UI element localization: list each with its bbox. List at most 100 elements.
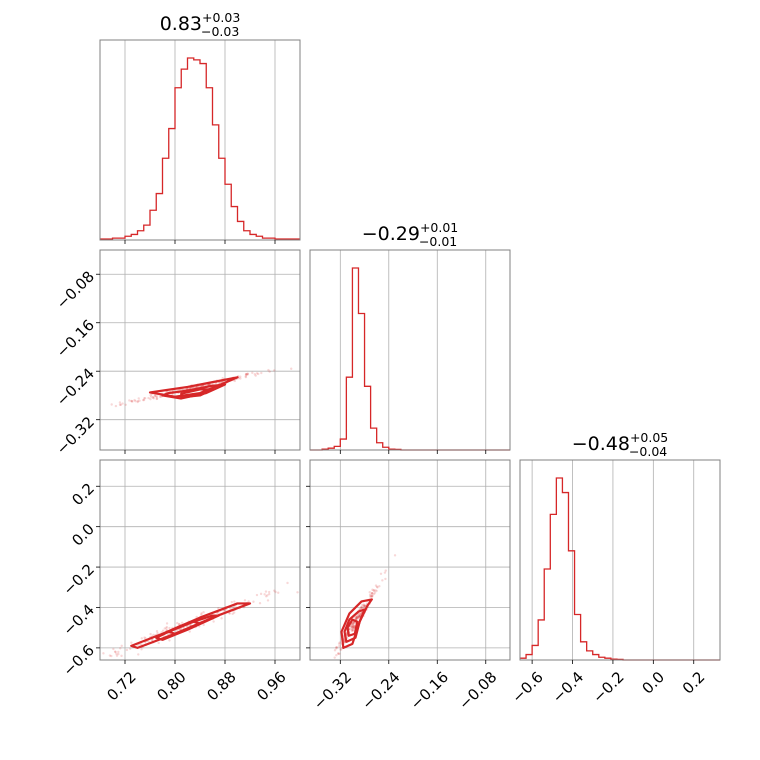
sample-point (352, 623, 355, 626)
sample-point (130, 399, 133, 403)
pair-0-frame (99, 249, 301, 451)
sample-point (247, 600, 250, 603)
sample-point (374, 584, 378, 587)
sample-point (257, 372, 260, 376)
sample-point (352, 625, 355, 628)
sample-point (263, 593, 266, 596)
y-ticklabel-1-1: −0.24 (53, 364, 98, 409)
sample-point (370, 592, 374, 595)
sample-point (371, 594, 374, 597)
sample-point (356, 615, 360, 619)
sample-point (147, 396, 150, 400)
sample-point (133, 398, 136, 402)
sample-point (286, 581, 289, 585)
sample-point (363, 604, 367, 608)
sample-point (119, 647, 122, 650)
sample-point (255, 372, 259, 375)
sample-point (362, 604, 365, 607)
sample-point (165, 625, 168, 629)
sample-point (156, 631, 159, 635)
hist-0-frame (99, 39, 301, 241)
sample-point (168, 639, 171, 642)
sample-point (359, 605, 363, 609)
sample-point (268, 370, 271, 373)
sample-point (356, 616, 359, 620)
y-ticklabel-1-3: −0.08 (53, 268, 98, 313)
sample-point (375, 585, 379, 588)
sample-point (351, 625, 354, 628)
hist-2-frame (519, 459, 721, 661)
sample-point (335, 646, 339, 649)
x-ticklabel-2-0: −0.6 (508, 668, 546, 706)
sample-point (358, 615, 361, 618)
title-plus: +0.03 (202, 10, 240, 25)
title-param-1: −0.29+0.01 (362, 220, 459, 245)
sample-point (352, 621, 355, 624)
pair-1-contour-2 (167, 620, 202, 635)
sample-point (370, 594, 374, 598)
sample-point (350, 624, 353, 627)
title-minus: −0.01 (419, 234, 457, 249)
sample-point (373, 591, 377, 594)
sample-point (290, 367, 293, 370)
sample-point (202, 623, 205, 627)
sample-point (155, 395, 159, 399)
sample-point (266, 594, 269, 597)
sample-point (384, 569, 387, 572)
sample-point (355, 617, 358, 620)
sample-point (114, 650, 117, 654)
title-plus: +0.01 (420, 220, 458, 235)
sample-point (350, 626, 354, 629)
y-ticklabel-2-2: −0.2 (60, 560, 98, 598)
sample-point (335, 647, 338, 650)
sample-point (361, 603, 364, 607)
sample-point (244, 372, 248, 376)
sample-point (142, 398, 145, 402)
x-ticklabel-0-0: 0.72 (103, 668, 139, 704)
sample-point (351, 629, 354, 632)
sample-point (358, 615, 361, 618)
y-ticklabel-1-2: −0.16 (53, 316, 98, 361)
sample-point (149, 394, 152, 397)
sample-point (244, 375, 248, 379)
sample-point (381, 579, 384, 582)
sample-point (200, 612, 203, 615)
sample-point (119, 403, 123, 407)
sample-point (139, 643, 143, 646)
sample-point (151, 396, 155, 399)
sample-point (255, 593, 259, 597)
pair-1-frame (99, 459, 301, 661)
sample-point (150, 395, 153, 398)
sample-point (379, 572, 383, 575)
x-ticklabel-1-0: −0.32 (310, 668, 355, 713)
sample-point (246, 373, 249, 376)
sample-point (371, 591, 374, 595)
sample-point (143, 636, 146, 639)
sample-point (244, 373, 248, 377)
sample-point (370, 595, 373, 598)
sample-point (110, 403, 113, 406)
sample-point (352, 623, 355, 627)
sample-point (136, 399, 140, 403)
sample-point (352, 621, 356, 625)
sample-point (230, 600, 234, 604)
sample-point (188, 630, 191, 633)
x-ticklabel-1-1: −0.24 (358, 668, 403, 713)
sample-point (138, 399, 141, 402)
sample-point (154, 395, 158, 398)
sample-point (120, 654, 123, 658)
x-ticklabel-1-3: −0.08 (455, 668, 500, 713)
sample-point (253, 373, 257, 376)
sample-point (232, 611, 236, 614)
sample-point (152, 395, 155, 399)
sample-point (128, 399, 131, 402)
title-minus: −0.03 (201, 24, 239, 39)
sample-point (351, 628, 354, 631)
sample-point (245, 372, 248, 376)
sample-point (258, 602, 262, 605)
sample-point (296, 591, 299, 594)
y-ticklabel-2-1: −0.4 (60, 601, 98, 639)
sample-point (355, 615, 358, 619)
sample-point (267, 368, 270, 372)
title-param-2: −0.48+0.05 (572, 430, 669, 455)
